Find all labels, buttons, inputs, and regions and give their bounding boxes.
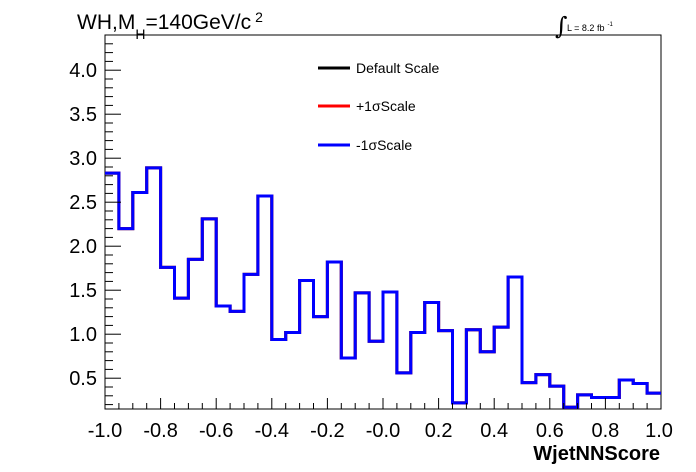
plot-title: WH,MH=140GeV/c 2 <box>77 9 263 42</box>
title-superscript: 2 <box>255 9 263 25</box>
lumi-superscript: -1 <box>607 22 613 28</box>
title-subscript: H <box>135 26 145 42</box>
legend-label-plus: +1σScale <box>356 98 416 114</box>
x-tick-label: 1.0 <box>645 420 673 442</box>
x-tick-label: -0.2 <box>310 420 344 442</box>
series-line-2 <box>105 166 661 409</box>
x-axis-ticks: -1.0 -0.8 -0.6 -0.4 -0.2 -0.0 0.2 0.4 0.6 0.8 1.0 <box>88 398 673 442</box>
lumi-label: L = 8.2 fb -1 <box>567 22 613 33</box>
x-tick-label: -0.6 <box>199 420 233 442</box>
series-layer <box>105 166 661 409</box>
legend: Default Scale +1σScale -1σScale <box>318 60 439 153</box>
plot-frame <box>104 34 662 410</box>
x-tick-label: 0.8 <box>591 420 619 442</box>
y-tick-label: 4.0 <box>69 60 97 82</box>
x-tick-label: -0.0 <box>366 420 400 442</box>
x-tick-label: -1.0 <box>88 420 122 442</box>
y-tick-label: 2.5 <box>69 192 97 214</box>
x-tick-label: -0.4 <box>255 420 289 442</box>
x-tick-label: 0.4 <box>480 420 508 442</box>
x-tick-label: 0.6 <box>536 420 564 442</box>
title-rest: =140GeV/c <box>145 11 251 34</box>
x-axis-label: WjetNNScore <box>533 443 660 465</box>
y-tick-label: 3.0 <box>69 148 97 170</box>
y-tick-label: 2.0 <box>69 236 97 258</box>
title-main: WH,M <box>77 11 135 34</box>
y-tick-label: 1.5 <box>69 280 97 302</box>
y-tick-label: 3.5 <box>69 104 97 126</box>
lumi-integral-icon: ∫ <box>555 12 568 40</box>
x-tick-label: 0.2 <box>425 420 453 442</box>
y-tick-label: 0.5 <box>69 368 97 390</box>
y-axis-ticks: 0.5 1.0 1.5 2.0 2.5 3.0 3.5 4.0 <box>69 34 121 406</box>
lumi-text: L = 8.2 fb <box>567 23 604 33</box>
legend-label-default: Default Scale <box>356 60 439 76</box>
y-tick-label: 1.0 <box>69 324 97 346</box>
x-tick-label: -0.8 <box>143 420 177 442</box>
legend-label-minus: -1σScale <box>356 137 412 153</box>
